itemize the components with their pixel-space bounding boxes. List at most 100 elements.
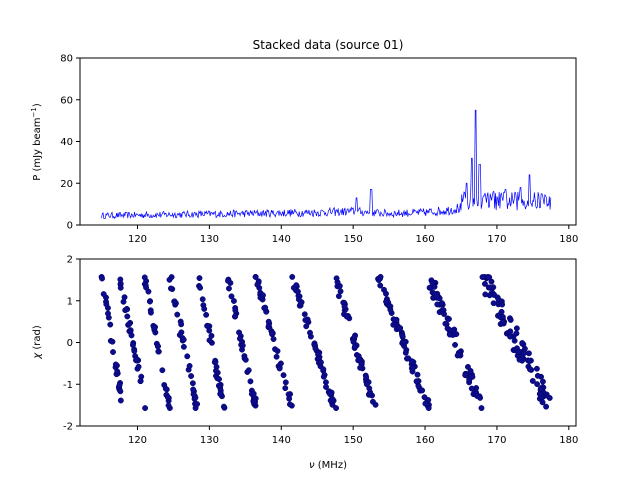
angle-point — [414, 371, 421, 378]
angle-point — [507, 328, 514, 335]
angle-point — [329, 396, 336, 403]
angle-point — [519, 340, 526, 346]
angle-point — [367, 389, 374, 396]
angle-point — [269, 330, 276, 337]
angle-point — [196, 275, 203, 282]
angle-point — [498, 308, 505, 315]
angle-point — [333, 405, 340, 412]
y-tick-label: 60 — [60, 95, 73, 106]
angle-point — [455, 352, 461, 359]
angle-point — [245, 367, 252, 374]
angle-point — [315, 350, 322, 357]
angle-point — [171, 298, 178, 305]
angle-point — [333, 275, 340, 282]
angle-point — [112, 361, 119, 368]
angle-point — [507, 333, 514, 340]
angle-point — [252, 273, 259, 280]
angle-point — [272, 346, 278, 353]
angle-point — [539, 399, 546, 406]
x-tick-label: 160 — [415, 234, 434, 245]
angle-point — [194, 401, 201, 407]
polarized-intensity-series — [101, 109, 552, 220]
x-tick-label: 120 — [128, 234, 147, 245]
angle-point — [142, 405, 149, 412]
angle-point — [534, 381, 541, 388]
angle-point — [410, 364, 417, 371]
angle-y-axis-label: χ (rad) — [32, 325, 43, 360]
x-tick-label: 180 — [559, 234, 578, 245]
angle-point — [247, 378, 254, 385]
angle-point — [203, 311, 210, 318]
angle-point — [228, 293, 235, 300]
x-tick-label: 130 — [200, 234, 219, 245]
angle-point — [479, 274, 486, 280]
spectrum-plot: 120 130 140 150 160 170 180 0 20 40 60 80 P (mJy b… — [30, 54, 578, 246]
angle-point — [513, 325, 520, 332]
angle-point — [165, 402, 172, 409]
angle-point — [513, 330, 520, 337]
spectrum-y-axis-label: P (mJy beam−1) — [30, 103, 43, 181]
angle-point — [230, 298, 237, 304]
x-tick-label: 140 — [272, 435, 291, 446]
angle-point — [280, 372, 287, 379]
y-tick-label: 0 — [67, 338, 73, 349]
angle-point — [199, 296, 206, 303]
angle-point — [465, 363, 471, 370]
angle-point — [206, 327, 213, 334]
angle-point — [189, 380, 196, 387]
angle-point — [495, 296, 502, 303]
angle-y-ticks: -2 -1 0 1 2 — [63, 255, 80, 433]
angle-point — [126, 321, 132, 328]
angle-point — [402, 349, 409, 356]
angle-point — [521, 345, 528, 352]
angle-point — [294, 288, 301, 295]
angle-point — [375, 277, 382, 284]
angle-point — [289, 273, 296, 280]
spectrum-plot-frame — [79, 57, 577, 226]
y-tick-label: 20 — [60, 179, 73, 190]
angle-point — [534, 372, 541, 379]
y-tick-label: 0 — [67, 221, 73, 232]
angle-point — [190, 391, 197, 398]
angle-point — [220, 403, 227, 410]
angle-point — [100, 291, 107, 298]
angle-point — [445, 316, 452, 322]
x-tick-label: 160 — [415, 435, 434, 446]
angle-point — [393, 316, 400, 323]
angle-point — [147, 309, 154, 316]
angle-point — [499, 319, 506, 326]
angle-point — [105, 310, 111, 317]
angle-point — [396, 325, 403, 332]
angle-point — [190, 386, 197, 393]
angle-point — [357, 364, 364, 371]
angle-point — [286, 395, 293, 402]
angle-point — [307, 329, 313, 336]
angle-point — [295, 296, 302, 303]
angle-point — [372, 401, 379, 408]
angle-point — [301, 311, 308, 318]
angle-point — [468, 385, 475, 392]
angle-point — [116, 382, 123, 389]
angle-point — [178, 321, 185, 328]
angle-point — [526, 358, 533, 365]
angle-point — [276, 365, 283, 372]
angle-point — [413, 378, 420, 385]
angle-point — [216, 376, 222, 383]
angle-point — [151, 324, 158, 331]
angle-point — [124, 313, 131, 320]
y-tick-label: 1 — [67, 296, 73, 307]
angle-point — [286, 401, 293, 408]
angle-point — [533, 365, 540, 372]
angle-point — [516, 356, 523, 363]
angle-point — [114, 368, 121, 375]
angle-point — [167, 285, 174, 292]
y-tick-label: -2 — [63, 422, 73, 433]
angle-point — [539, 378, 546, 385]
angle-point — [263, 308, 270, 315]
angle-point — [180, 336, 187, 343]
angle-point — [146, 298, 153, 305]
x-tick-label: 120 — [128, 435, 147, 446]
angle-point — [176, 332, 183, 338]
angle-point — [442, 320, 449, 327]
angle-point — [242, 356, 249, 363]
